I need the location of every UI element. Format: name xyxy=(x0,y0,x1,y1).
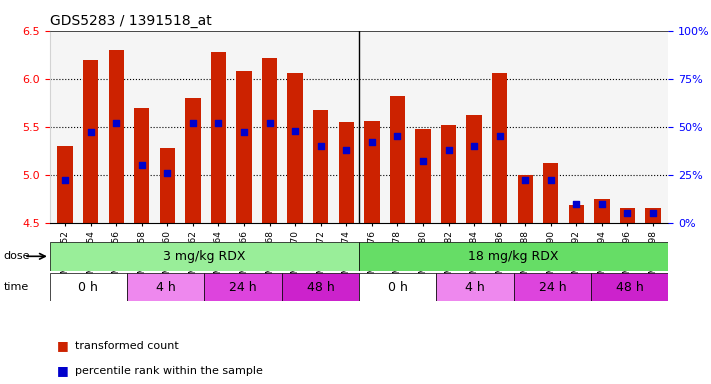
Point xyxy=(110,120,122,126)
Point xyxy=(571,200,582,207)
Point xyxy=(647,210,658,216)
Point xyxy=(213,120,224,126)
Point xyxy=(469,143,480,149)
FancyBboxPatch shape xyxy=(50,242,359,271)
Text: GDS5283 / 1391518_at: GDS5283 / 1391518_at xyxy=(50,14,211,28)
FancyBboxPatch shape xyxy=(282,273,359,301)
Bar xyxy=(186,98,201,223)
Text: ■: ■ xyxy=(57,364,69,377)
Point xyxy=(264,120,275,126)
Bar xyxy=(313,111,328,223)
Text: 18 mg/kg RDX: 18 mg/kg RDX xyxy=(469,250,559,263)
FancyBboxPatch shape xyxy=(127,273,205,301)
Point xyxy=(417,158,429,164)
FancyBboxPatch shape xyxy=(591,273,668,301)
Bar xyxy=(58,146,73,223)
Point xyxy=(545,177,557,184)
Bar xyxy=(287,73,303,223)
Bar xyxy=(543,163,558,223)
Bar xyxy=(594,199,609,223)
Bar xyxy=(109,50,124,223)
Text: 3 mg/kg RDX: 3 mg/kg RDX xyxy=(163,250,246,263)
FancyBboxPatch shape xyxy=(359,273,437,301)
Point xyxy=(621,210,633,216)
Bar xyxy=(364,121,380,223)
Bar xyxy=(236,71,252,223)
Text: 0 h: 0 h xyxy=(78,281,98,293)
FancyBboxPatch shape xyxy=(50,273,127,301)
Text: 48 h: 48 h xyxy=(616,281,643,293)
Bar xyxy=(646,208,661,223)
Text: percentile rank within the sample: percentile rank within the sample xyxy=(75,366,262,376)
Point xyxy=(494,133,506,139)
FancyBboxPatch shape xyxy=(205,273,282,301)
Text: ■: ■ xyxy=(57,339,69,352)
Bar xyxy=(415,129,431,223)
Bar xyxy=(83,60,98,223)
Bar xyxy=(390,96,405,223)
Bar xyxy=(134,108,149,223)
FancyBboxPatch shape xyxy=(359,242,668,271)
Point xyxy=(315,143,326,149)
Point xyxy=(392,133,403,139)
Point xyxy=(85,129,97,136)
Bar xyxy=(492,73,508,223)
FancyBboxPatch shape xyxy=(437,273,513,301)
Point xyxy=(60,177,71,184)
Bar xyxy=(569,205,584,223)
Point xyxy=(520,177,531,184)
Point xyxy=(238,129,250,136)
Text: 48 h: 48 h xyxy=(306,281,334,293)
Text: 24 h: 24 h xyxy=(538,281,566,293)
Bar xyxy=(518,175,533,223)
Bar xyxy=(160,148,175,223)
Text: 24 h: 24 h xyxy=(229,281,257,293)
Text: 4 h: 4 h xyxy=(156,281,176,293)
Text: transformed count: transformed count xyxy=(75,341,178,351)
Bar xyxy=(466,115,482,223)
Bar xyxy=(441,125,456,223)
FancyBboxPatch shape xyxy=(513,273,591,301)
Text: 0 h: 0 h xyxy=(387,281,407,293)
Bar xyxy=(210,52,226,223)
Text: dose: dose xyxy=(4,251,30,261)
Point xyxy=(597,200,608,207)
Point xyxy=(366,139,378,145)
Bar xyxy=(620,208,635,223)
Text: time: time xyxy=(4,282,29,292)
Point xyxy=(161,170,173,176)
Point xyxy=(341,147,352,153)
Bar xyxy=(262,58,277,223)
Text: 4 h: 4 h xyxy=(465,281,485,293)
Point xyxy=(187,120,198,126)
Point xyxy=(443,147,454,153)
Point xyxy=(136,162,147,168)
Bar xyxy=(338,122,354,223)
Point xyxy=(289,127,301,134)
